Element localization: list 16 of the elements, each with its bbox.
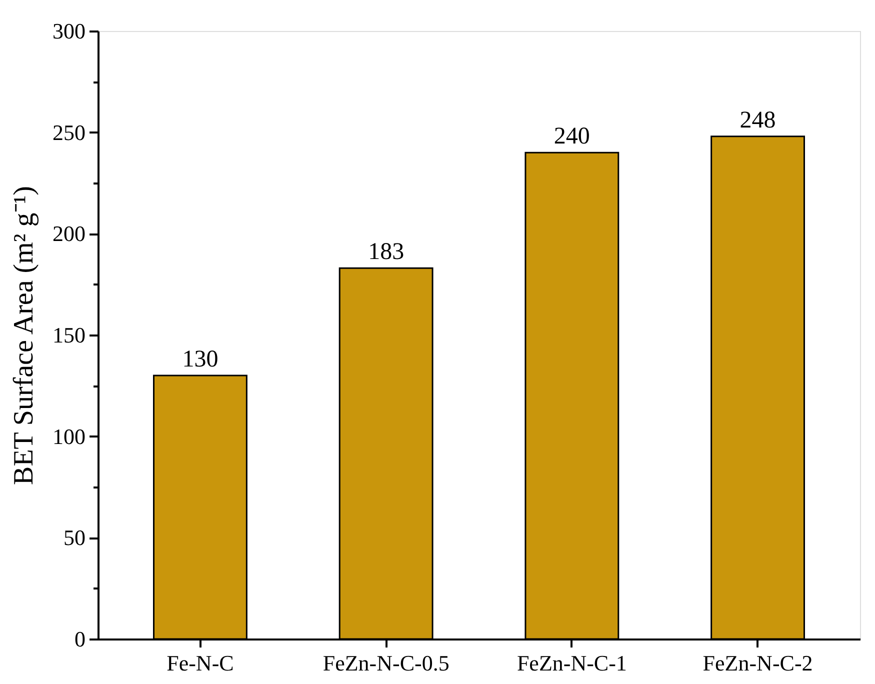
y-tick-label: 300 (52, 18, 86, 44)
y-tick-label: 100 (52, 424, 86, 449)
y-axis-title: BET Surface Area (m² g⁻¹) (8, 186, 40, 485)
x-tick-label: FeZn-N-C-2 (702, 650, 813, 676)
data-label: 130 (182, 346, 218, 373)
x-tick-label: Fe-N-C (166, 650, 234, 676)
y-tick-label: 0 (74, 626, 86, 652)
data-label: 183 (368, 239, 404, 266)
data-label: 248 (740, 107, 776, 134)
data-label: 240 (554, 124, 590, 150)
x-tick-label: FeZn-N-C-1 (516, 650, 627, 676)
y-tick-label: 150 (52, 322, 86, 348)
x-tick-label: FeZn-N-C-0.5 (322, 650, 450, 676)
y-tick-label: 200 (52, 221, 86, 246)
y-tick-label: 250 (52, 120, 86, 145)
y-tick-label: 50 (64, 525, 86, 550)
